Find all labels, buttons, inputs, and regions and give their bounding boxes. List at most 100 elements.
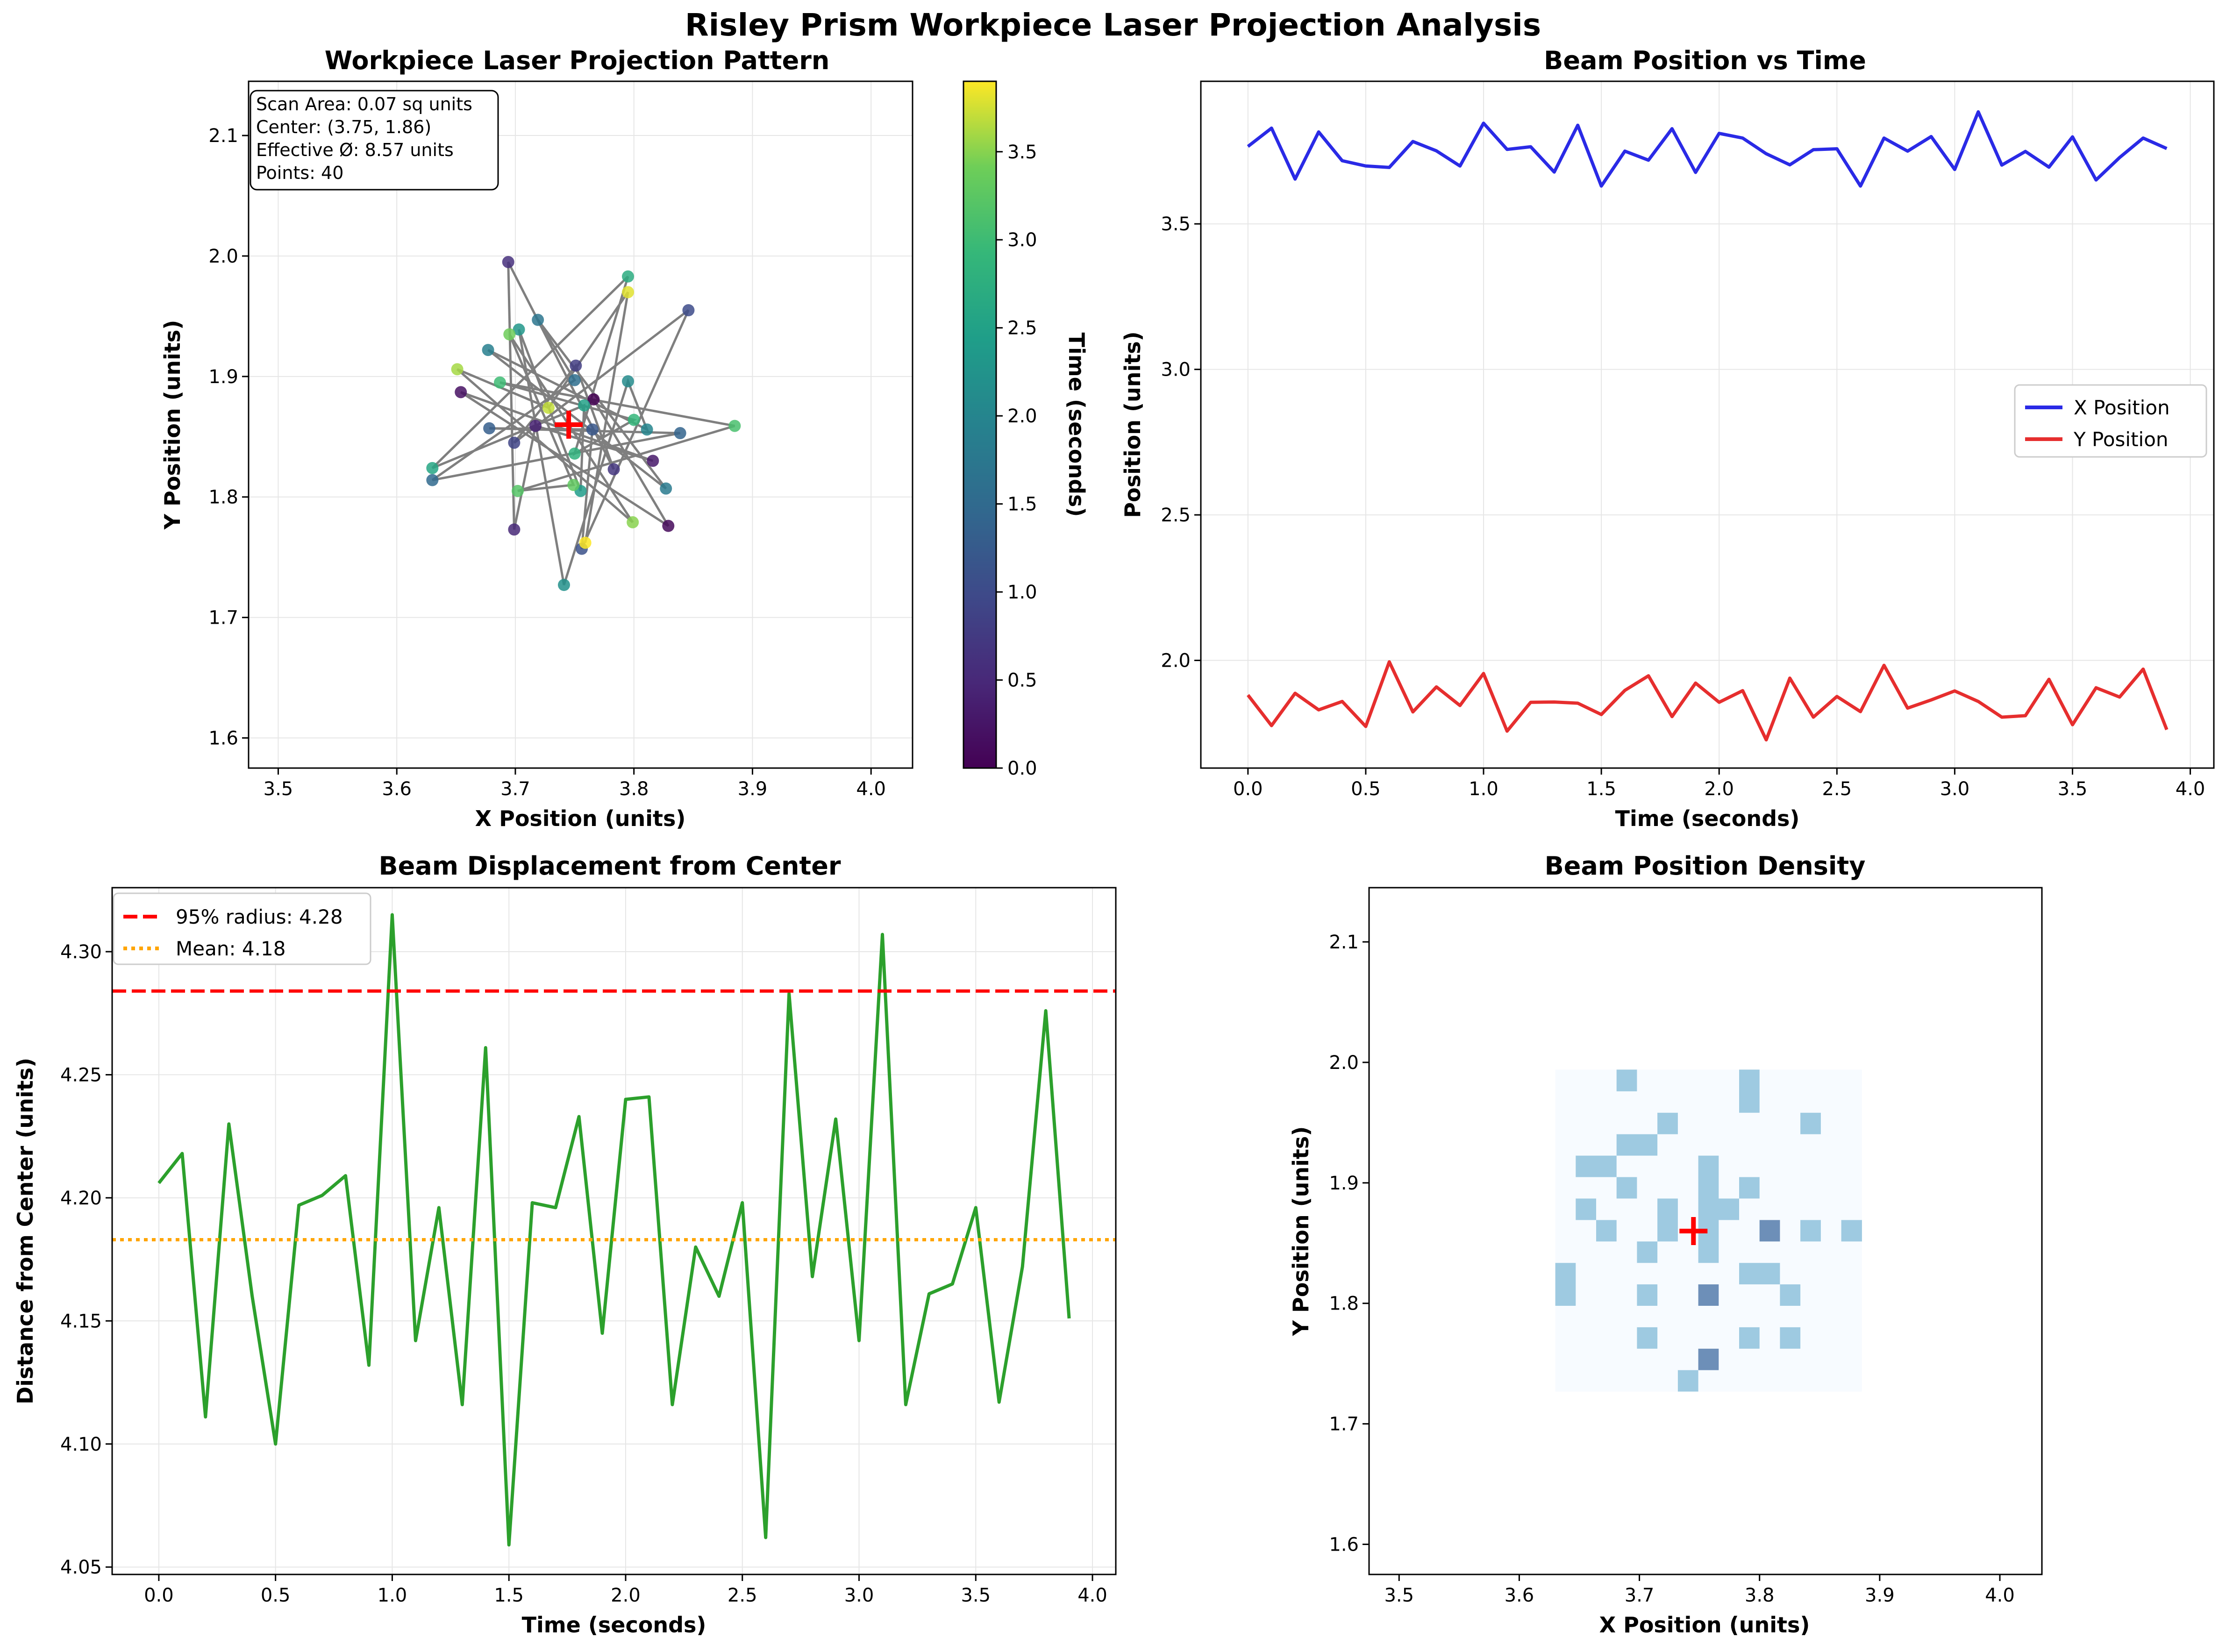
density-cell <box>1576 1305 1597 1327</box>
density-cell <box>1555 1348 1576 1370</box>
density-cell <box>1739 1348 1760 1370</box>
y-tick-label: 2.1 <box>1329 932 1359 953</box>
y-tick-label: 4.20 <box>60 1188 102 1209</box>
density-cell <box>1841 1155 1862 1177</box>
density-cell <box>1576 1155 1597 1177</box>
density-cell <box>1800 1091 1821 1113</box>
density-cell <box>1820 1305 1842 1327</box>
scatter-point <box>570 359 582 372</box>
x-tick-label: 3.7 <box>500 778 530 800</box>
position-time-ylabel: Position (units) <box>1120 331 1145 518</box>
density-cell <box>1657 1198 1678 1220</box>
density-cell <box>1637 1327 1658 1349</box>
density-cell <box>1841 1262 1862 1285</box>
colorbar-label: Time (seconds) <box>1064 333 1089 517</box>
scatter-point <box>607 463 620 476</box>
density-cell <box>1820 1219 1842 1242</box>
density-cell <box>1739 1069 1760 1091</box>
x-tick-label: 3.0 <box>1940 778 1970 800</box>
x-tick-label: 4.0 <box>856 778 886 800</box>
density-cell <box>1759 1370 1780 1392</box>
density-cell <box>1698 1198 1719 1220</box>
x-tick-label: 0.0 <box>144 1585 174 1606</box>
density-cell <box>1657 1284 1678 1306</box>
density-cell <box>1780 1134 1801 1156</box>
x-tick-label: 3.9 <box>1865 1585 1895 1606</box>
x-tick-label: 4.0 <box>1985 1585 2015 1606</box>
density-cell <box>1759 1219 1780 1242</box>
density-cell <box>1616 1305 1637 1327</box>
x-tick-label: 3.7 <box>1625 1585 1655 1606</box>
density-cell <box>1739 1241 1760 1263</box>
position-time-legend: X Position Y Position <box>2014 384 2207 458</box>
scatter-point <box>567 478 580 491</box>
scatter-point <box>587 393 600 406</box>
density-cell <box>1576 1262 1597 1285</box>
density-cell <box>1677 1155 1699 1177</box>
info-scan-area: Scan Area: 0.07 sq units <box>256 94 472 114</box>
x-tick-label: 3.6 <box>382 778 412 800</box>
density-cell <box>1596 1112 1617 1134</box>
density-cell <box>1739 1198 1760 1220</box>
density-xlabel: X Position (units) <box>1599 1612 1810 1638</box>
y-tick-label: 4.10 <box>60 1434 102 1455</box>
density-cell <box>1677 1284 1699 1306</box>
projection-axes-frame <box>248 80 913 769</box>
density-cell <box>1596 1262 1617 1285</box>
y-tick-label: 2.0 <box>208 246 238 267</box>
density-cell <box>1657 1241 1678 1263</box>
displacement-title: Beam Displacement from Center <box>378 851 841 881</box>
density-cell <box>1555 1262 1576 1285</box>
info-center: Center: (3.75, 1.86) <box>256 117 431 137</box>
density-cell <box>1637 1112 1658 1134</box>
density-cell <box>1820 1284 1842 1306</box>
scatter-point <box>662 520 675 532</box>
density-cell <box>1759 1198 1780 1220</box>
y-tick-label: 4.30 <box>60 941 102 963</box>
scatter-point <box>622 286 634 299</box>
legend-mean-label: Mean: 4.18 <box>176 937 285 960</box>
density-cell <box>1677 1348 1699 1370</box>
scatter-point <box>622 375 634 388</box>
projection-center-marker <box>555 411 583 439</box>
scatter-point <box>493 376 506 389</box>
density-axes-frame <box>1368 887 2043 1575</box>
density-cell <box>1555 1305 1576 1327</box>
density-cell <box>1555 1219 1576 1242</box>
density-cell <box>1719 1155 1740 1177</box>
scatter-point <box>532 313 544 326</box>
density-cell <box>1616 1198 1637 1220</box>
density-cell <box>1820 1370 1842 1392</box>
density-cell <box>1637 1219 1658 1242</box>
scatter-point <box>622 270 634 283</box>
density-cell <box>1637 1198 1658 1220</box>
scatter-point <box>483 422 496 434</box>
density-cell <box>1657 1348 1678 1370</box>
density-cell <box>1576 1370 1597 1392</box>
figure-suptitle: Risley Prism Workpiece Laser Projection … <box>685 7 1541 43</box>
density-cell <box>1677 1305 1699 1327</box>
scatter-point <box>586 423 599 436</box>
density-cell <box>1555 1198 1576 1220</box>
density-cell <box>1841 1112 1862 1134</box>
scatter-point <box>568 374 581 386</box>
density-cell <box>1800 1155 1821 1177</box>
density-cell <box>1576 1134 1597 1156</box>
density-cell <box>1759 1155 1780 1177</box>
density-cell <box>1820 1134 1842 1156</box>
density-cell <box>1698 1112 1719 1134</box>
scan-path-line <box>431 261 735 585</box>
density-cell <box>1719 1262 1740 1285</box>
info-effective-diameter: Effective Ø: 8.57 units <box>256 140 454 160</box>
density-cell <box>1841 1134 1862 1156</box>
density-cell <box>1698 1241 1719 1263</box>
density-cell <box>1820 1327 1842 1349</box>
density-cell <box>1698 1348 1719 1370</box>
density-cell <box>1698 1370 1719 1392</box>
density-cell <box>1616 1112 1637 1134</box>
density-cell <box>1719 1241 1740 1263</box>
density-cell <box>1820 1241 1842 1263</box>
density-cell <box>1739 1112 1760 1134</box>
scatter-point <box>503 328 516 341</box>
density-cell <box>1739 1176 1760 1199</box>
